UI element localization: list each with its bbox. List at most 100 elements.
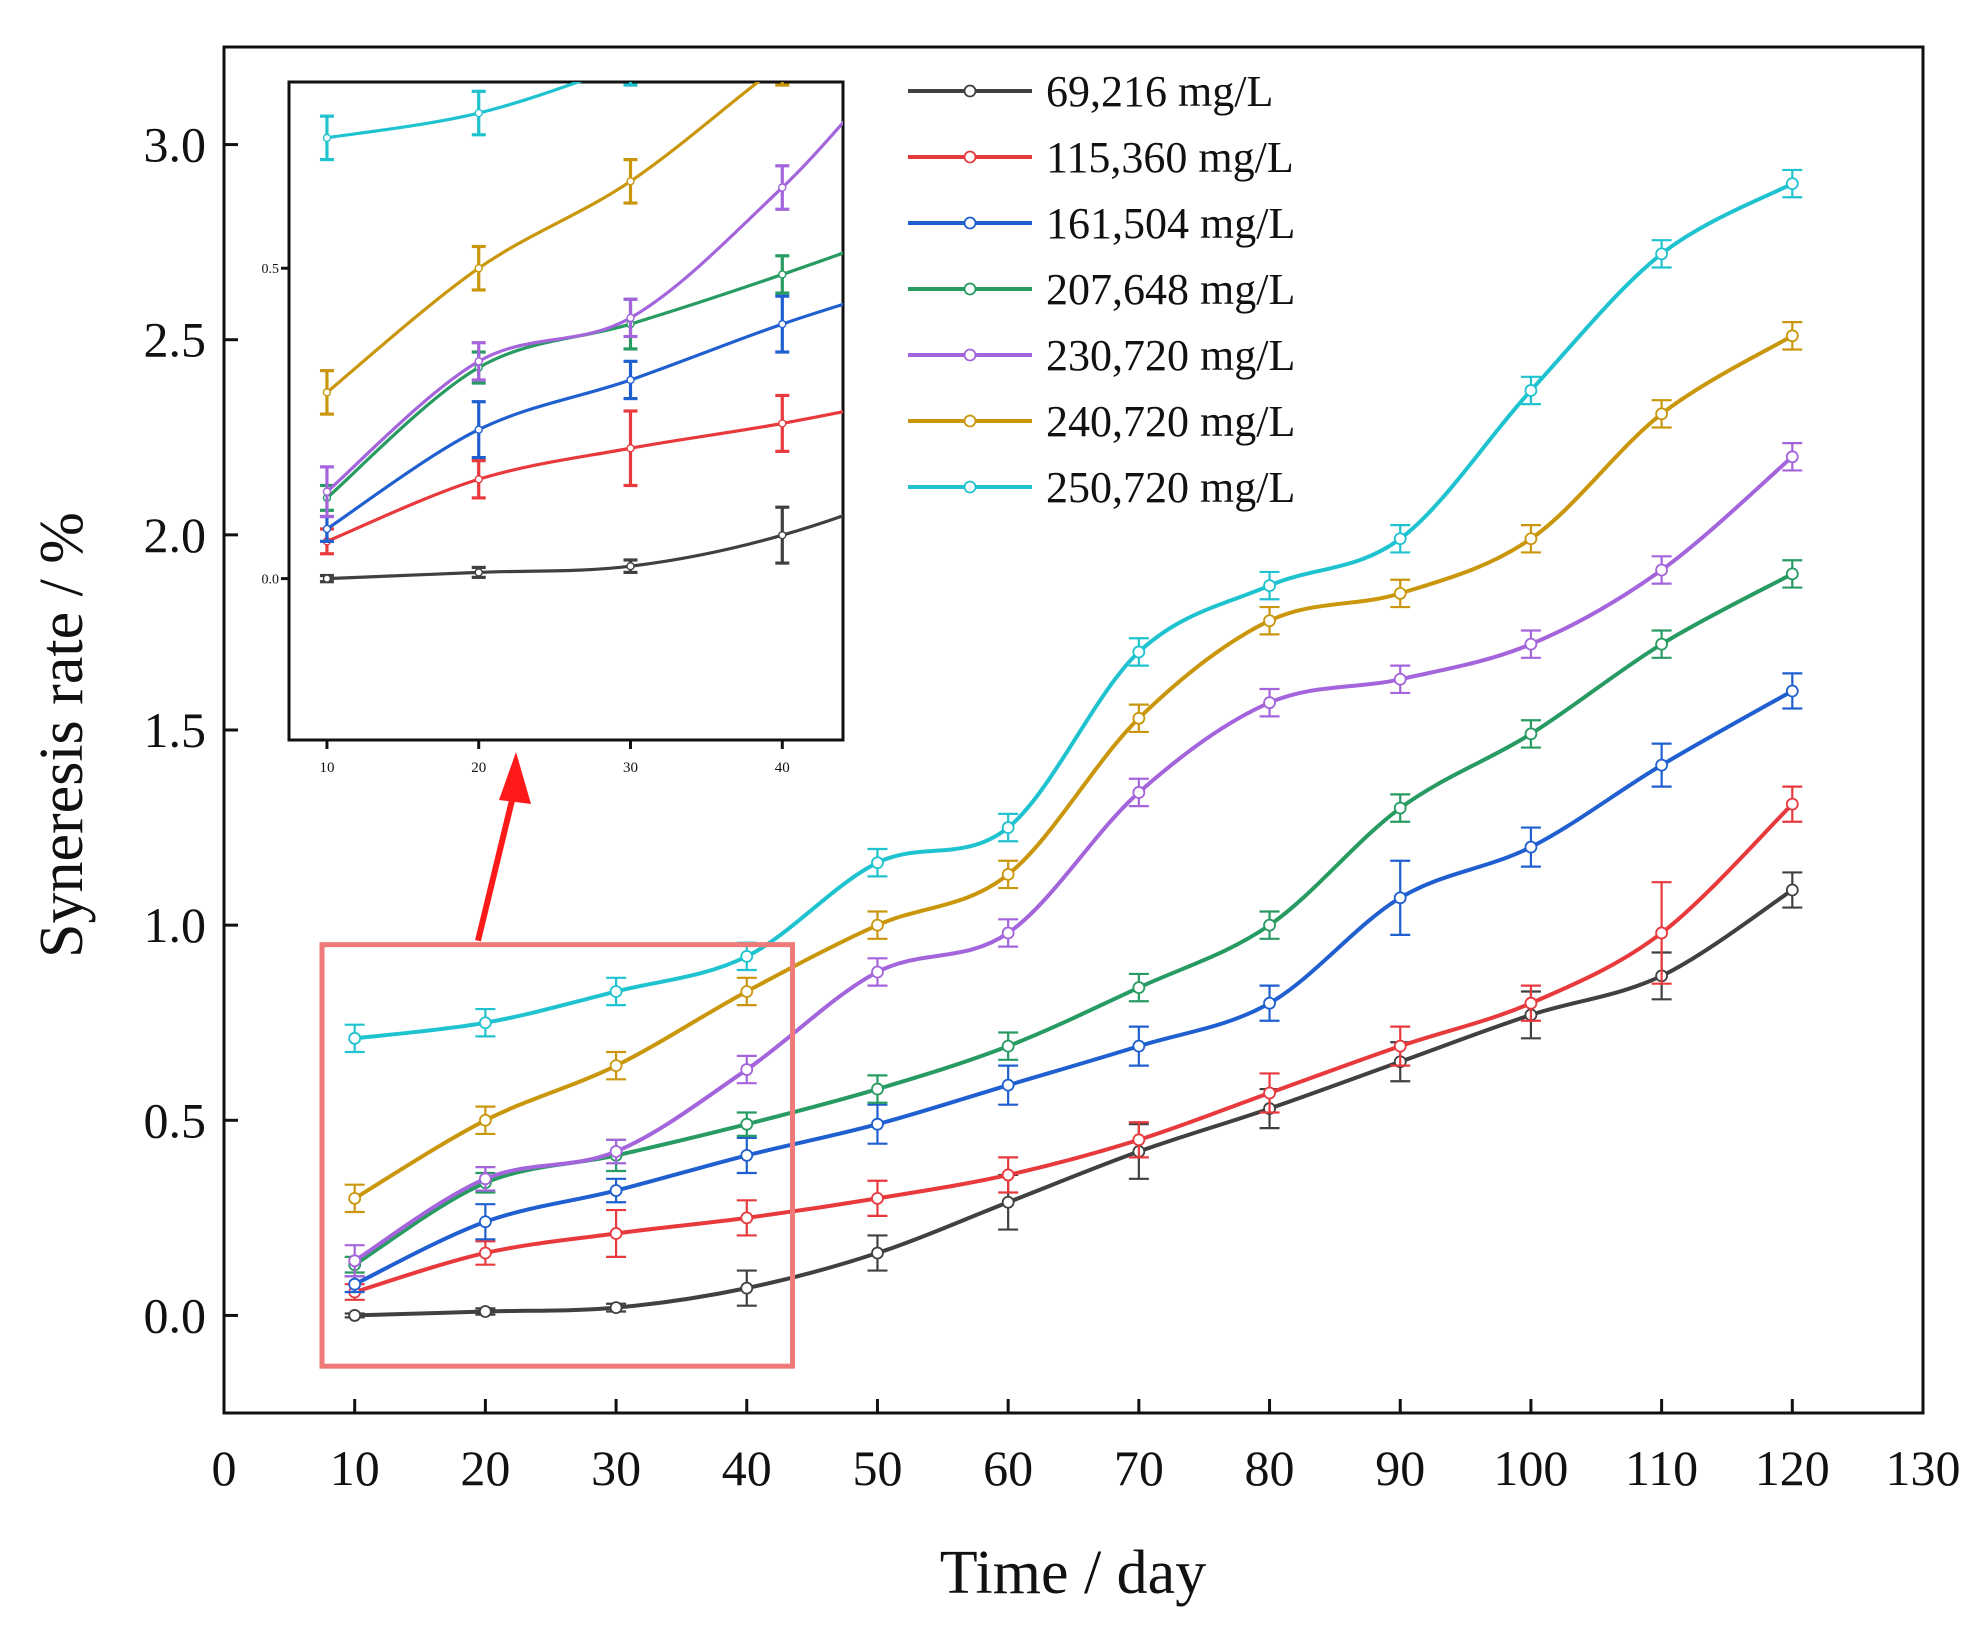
legend-item: 230,720 mg/L xyxy=(908,331,1295,380)
inset-data-point xyxy=(323,389,330,396)
data-point xyxy=(1133,713,1144,724)
data-point xyxy=(741,1119,752,1130)
data-point xyxy=(1656,248,1667,259)
legend-label: 69,216 mg/L xyxy=(1046,67,1273,116)
data-point xyxy=(1133,646,1144,657)
inset-data-point xyxy=(931,29,938,36)
data-point xyxy=(1525,533,1536,544)
data-point xyxy=(349,1033,360,1044)
data-point xyxy=(1264,615,1275,626)
data-point xyxy=(349,1255,360,1266)
data-point xyxy=(480,1306,491,1317)
inset-x-tick-label: 30 xyxy=(623,760,638,776)
legend: 69,216 mg/L 115,360 mg/L 161,504 mg/L 207,6… xyxy=(908,67,1295,512)
series-0 xyxy=(345,872,1803,1320)
data-point xyxy=(1003,1169,1014,1180)
legend-label: 230,720 mg/L xyxy=(1046,331,1295,380)
data-point xyxy=(1525,385,1536,396)
legend-item: 161,504 mg/L xyxy=(908,199,1295,248)
data-point xyxy=(1395,674,1406,685)
data-point xyxy=(1395,892,1406,903)
inset-y-tick-label: 0.0 xyxy=(262,573,280,588)
data-point xyxy=(1003,822,1014,833)
inset-data-point xyxy=(475,426,482,433)
x-tick-label: 30 xyxy=(591,1440,641,1496)
data-point xyxy=(872,920,883,931)
data-point xyxy=(741,1283,752,1294)
data-point xyxy=(741,986,752,997)
data-point xyxy=(1133,787,1144,798)
data-point xyxy=(1656,927,1667,938)
legend-label: 207,648 mg/L xyxy=(1046,265,1295,314)
data-point xyxy=(480,1115,491,1126)
inset-frame xyxy=(289,82,843,740)
data-point xyxy=(349,1310,360,1321)
data-point xyxy=(1264,1087,1275,1098)
legend-item: 207,648 mg/L xyxy=(908,265,1295,314)
data-point xyxy=(1133,1134,1144,1145)
data-point xyxy=(1003,1080,1014,1091)
data-point xyxy=(1264,920,1275,931)
legend-marker xyxy=(965,350,976,361)
inset-data-point xyxy=(627,314,634,321)
x-tick-label: 0 xyxy=(212,1440,237,1496)
data-point xyxy=(1656,639,1667,650)
zoom-arrow-head xyxy=(499,752,531,804)
x-tick-label: 50 xyxy=(852,1440,902,1496)
inset-data-point xyxy=(931,476,938,483)
series-line xyxy=(355,691,1793,1284)
data-point xyxy=(480,1017,491,1028)
data-point xyxy=(611,1302,622,1313)
legend-marker xyxy=(965,284,976,295)
series-line xyxy=(355,890,1793,1315)
legend-item: 250,720 mg/L xyxy=(908,463,1295,512)
legend-marker xyxy=(965,416,976,427)
x-tick-label: 80 xyxy=(1245,1440,1295,1496)
data-point xyxy=(872,966,883,977)
data-point xyxy=(1003,1197,1014,1208)
data-point xyxy=(1395,533,1406,544)
data-point xyxy=(1395,588,1406,599)
data-point xyxy=(349,1279,360,1290)
y-tick-label: 1.0 xyxy=(144,897,207,953)
y-tick-label: 2.0 xyxy=(144,507,207,563)
data-point xyxy=(611,1228,622,1239)
data-point xyxy=(1525,842,1536,853)
inset-data-point xyxy=(475,569,482,576)
legend-label: 115,360 mg/L xyxy=(1046,133,1294,182)
data-point xyxy=(741,1212,752,1223)
data-point xyxy=(1787,799,1798,810)
inset-data-point xyxy=(323,575,330,582)
data-point xyxy=(1787,451,1798,462)
y-tick-label: 0.0 xyxy=(144,1287,207,1343)
data-point xyxy=(611,1146,622,1157)
inset-data-point xyxy=(627,178,634,185)
data-point xyxy=(611,1060,622,1071)
series-line xyxy=(355,804,1793,1292)
data-point xyxy=(1264,697,1275,708)
zoom-arrow-shaft xyxy=(478,792,514,941)
inset-data-point xyxy=(931,389,938,396)
data-point xyxy=(1525,639,1536,650)
legend-item: 115,360 mg/L xyxy=(908,133,1294,182)
x-tick-label: 100 xyxy=(1493,1440,1568,1496)
data-point xyxy=(480,1247,491,1258)
legend-marker xyxy=(965,152,976,163)
inset-x-tick-label: 20 xyxy=(471,760,486,776)
inset-data-point xyxy=(627,60,634,67)
x-tick-label: 10 xyxy=(330,1440,380,1496)
data-point xyxy=(1395,803,1406,814)
inset-data-point xyxy=(779,321,786,328)
inset-data-point xyxy=(779,184,786,191)
data-point xyxy=(1525,728,1536,739)
data-point xyxy=(872,1084,883,1095)
data-point xyxy=(1787,568,1798,579)
data-point xyxy=(1656,564,1667,575)
x-tick-label: 110 xyxy=(1625,1440,1698,1496)
legend-label: 240,720 mg/L xyxy=(1046,397,1295,446)
data-point xyxy=(872,1119,883,1130)
data-point xyxy=(1133,982,1144,993)
